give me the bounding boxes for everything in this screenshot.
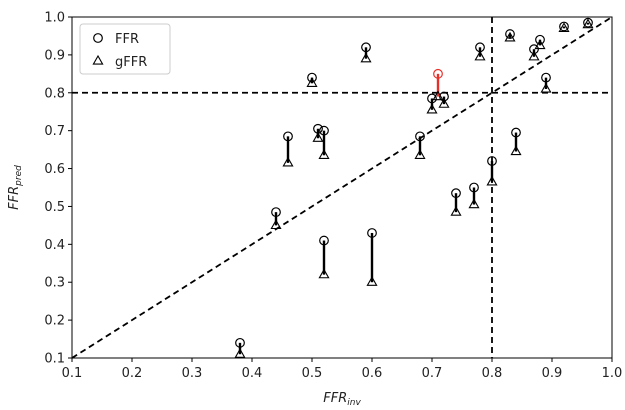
pair-connector-lines xyxy=(238,22,590,355)
gffr-point-16 xyxy=(486,175,498,186)
gffr-point-18 xyxy=(510,145,522,156)
ffr-point-22 xyxy=(559,21,569,32)
gffr-point-14 xyxy=(468,198,480,209)
x-tick-label-6: 0.7 xyxy=(422,366,443,381)
x-axis-label-sub: inv xyxy=(347,398,361,408)
ffr-point-13 xyxy=(451,188,461,199)
ffr-point-9 xyxy=(415,131,425,142)
gffr-point-21 xyxy=(540,82,552,93)
ffr-point-18 xyxy=(511,127,521,138)
y-tick-label-4: 0.5 xyxy=(44,200,65,215)
gffr-point-15 xyxy=(474,50,486,61)
gffr-point-12 xyxy=(438,98,450,108)
x-tick-label-2: 0.3 xyxy=(182,366,203,381)
y-axis-label-sub: pred xyxy=(14,165,24,187)
legend-marker-circle-icon xyxy=(93,33,103,43)
ffr-point-19 xyxy=(529,44,539,55)
gffr-point-2 xyxy=(282,156,294,167)
legend-label-gffr: gFFR xyxy=(115,55,147,70)
gffr-point-4 xyxy=(312,132,324,142)
ffr-point-14 xyxy=(469,182,479,193)
ffr-point-7 xyxy=(361,42,371,53)
plot-border xyxy=(71,16,613,359)
legend: FFR gFFR xyxy=(79,23,171,75)
y-tick-label-6: 0.7 xyxy=(44,124,65,139)
ffr-point-1 xyxy=(271,207,281,218)
legend-circle-glyph xyxy=(93,33,103,43)
axis-ticks: 0.1 0.2 0.3 0.4 0.5 0.6 0.7 0.8 0.9 1.0 0.1 0.2 0.3 0… xyxy=(44,11,622,382)
y-tick-label-3: 0.4 xyxy=(44,238,65,253)
ffr-point-6 xyxy=(319,235,329,246)
y-axis-label-main: FFR xyxy=(7,186,22,210)
x-axis-label: FFRinv xyxy=(323,391,361,408)
y-axis-label: FFRpred xyxy=(7,165,24,210)
gffr-point-13 xyxy=(450,206,462,216)
gffr-point-3 xyxy=(306,77,318,87)
identity-line xyxy=(71,16,613,359)
x-tick-label-7: 0.8 xyxy=(482,366,503,381)
x-tick-label-0: 0.1 xyxy=(62,366,83,381)
x-tick-label-3: 0.4 xyxy=(242,366,263,381)
y-tick-label-5: 0.6 xyxy=(44,162,65,177)
ffr-point-16 xyxy=(487,156,497,166)
gffr-point-20 xyxy=(534,39,546,50)
y-tick-label-1: 0.2 xyxy=(44,314,65,329)
ffr-point-12 xyxy=(439,91,449,102)
gffr-point-5 xyxy=(318,149,330,159)
ffr-point-4 xyxy=(313,123,323,134)
gffr-point-17 xyxy=(504,31,516,42)
ffr-point-8 xyxy=(367,228,377,238)
x-tick-label-5: 0.6 xyxy=(362,366,383,381)
x-tick-label-9: 1.0 xyxy=(602,366,623,381)
gffr-point-8 xyxy=(366,276,378,286)
gffr-point-9 xyxy=(414,149,426,159)
ffr-point-20 xyxy=(535,34,545,45)
ffr-point-3 xyxy=(307,72,317,83)
gffr-point-1 xyxy=(270,219,282,230)
legend-triangle-glyph xyxy=(92,54,104,65)
x-tick-label-1: 0.2 xyxy=(122,366,143,381)
gffr-point-22 xyxy=(558,22,570,33)
ffr-point-2 xyxy=(283,131,293,142)
gffr-point-6 xyxy=(318,268,330,279)
ffr-point-23 xyxy=(583,17,593,28)
gffr-point-23 xyxy=(582,18,594,29)
y-tick-label-0: 0.1 xyxy=(44,352,65,367)
gffr-point-10 xyxy=(426,103,438,114)
ffr-point-10 xyxy=(427,93,437,104)
ffr-point-17 xyxy=(505,29,515,39)
plot-frame xyxy=(71,16,613,359)
x-axis-label-main: FFR xyxy=(323,391,347,406)
y-tick-label-9: 1.0 xyxy=(44,11,65,26)
ffr-point-21 xyxy=(541,72,551,83)
data-markers xyxy=(234,17,594,358)
gffr-point-19 xyxy=(528,50,540,61)
legend-marker-triangle-icon xyxy=(92,54,104,65)
y-tick-label-8: 0.9 xyxy=(44,48,65,63)
x-tick-label-4: 0.5 xyxy=(302,366,323,381)
legend-label-ffr: FFR xyxy=(115,32,139,47)
ffr-point-0 xyxy=(235,337,245,348)
reference-lines xyxy=(71,16,613,359)
x-tick-label-8: 0.9 xyxy=(542,366,563,381)
y-tick-label-2: 0.3 xyxy=(44,276,65,291)
ffr-point-15 xyxy=(475,42,485,53)
ffr-point-5 xyxy=(319,125,329,136)
y-tick-label-7: 0.8 xyxy=(44,86,65,101)
gffr-point-7 xyxy=(360,52,372,63)
ffr-point-11 xyxy=(433,68,443,79)
gffr-point-0 xyxy=(234,348,246,358)
